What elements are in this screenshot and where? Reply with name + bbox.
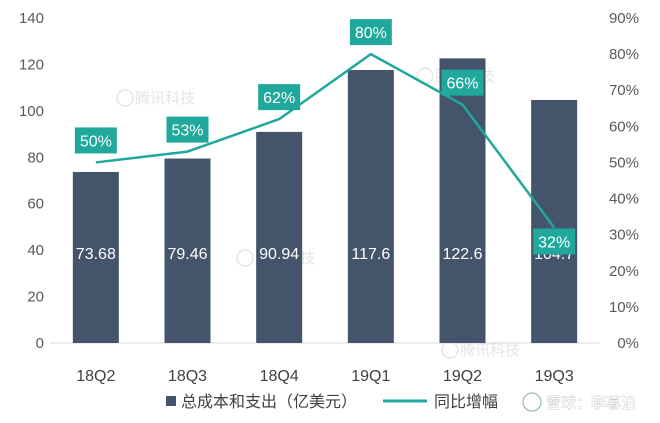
growth-line bbox=[95, 52, 556, 229]
label-box bbox=[349, 19, 392, 46]
bar bbox=[531, 99, 578, 343]
bar bbox=[347, 70, 394, 343]
right-tick-label: 40% bbox=[609, 191, 639, 208]
left-tick-label: 60 bbox=[27, 196, 44, 213]
right-tick-label: 0% bbox=[617, 335, 639, 352]
watermark-text: 腾讯科技 bbox=[135, 89, 195, 107]
category-tick-label: 19Q1 bbox=[351, 368, 390, 385]
left-tick-label: 100 bbox=[19, 103, 44, 120]
label-box bbox=[166, 116, 209, 143]
watermark-logo-icon bbox=[236, 249, 254, 267]
legend: 总成本和支出（亿美元） 同比增幅 bbox=[166, 392, 498, 411]
label-text: 62% bbox=[263, 90, 295, 107]
bar-series bbox=[72, 58, 578, 344]
signature-watermark: 雪球：李暮泊 bbox=[522, 392, 636, 412]
right-tick-label: 60% bbox=[609, 118, 639, 135]
right-tick-label: 50% bbox=[609, 154, 639, 171]
left-tick-label: 80 bbox=[27, 149, 44, 166]
snowball-logo-icon bbox=[522, 392, 542, 412]
bar-labels: 73.68 79.46 90.94 117.6 122.6 104.7 bbox=[76, 246, 574, 263]
bar-data-label: 79.46 bbox=[167, 246, 207, 263]
label-text: 53% bbox=[171, 123, 203, 140]
legend-bar-swatch bbox=[166, 396, 176, 406]
label-text: 80% bbox=[355, 25, 387, 42]
left-tick-label: 0 bbox=[36, 335, 44, 352]
line-data-label: 32% bbox=[533, 228, 576, 255]
line-labels: 50% 53% 62% 80% 66% 32% bbox=[74, 19, 576, 255]
left-tick-label: 120 bbox=[19, 56, 44, 73]
label-text: 32% bbox=[538, 234, 570, 251]
category-tick-label: 18Q2 bbox=[76, 368, 115, 385]
bar-data-label: 73.68 bbox=[76, 246, 116, 263]
line-data-label: 50% bbox=[74, 127, 117, 154]
right-tick-label: 10% bbox=[609, 299, 639, 316]
legend-bar-label: 总成本和支出（亿美元） bbox=[181, 392, 357, 411]
left-tick-label: 140 bbox=[19, 10, 44, 27]
label-text: 50% bbox=[80, 133, 112, 150]
bar-data-label: 117.6 bbox=[351, 246, 390, 263]
line-data-label: 53% bbox=[166, 116, 209, 143]
label-box bbox=[533, 228, 576, 255]
bar bbox=[72, 171, 119, 343]
line-data-label: 66% bbox=[441, 69, 484, 96]
label-text: 66% bbox=[446, 76, 478, 93]
watermark-logo-icon bbox=[116, 89, 134, 107]
line-data-label: 62% bbox=[258, 84, 301, 111]
line-series bbox=[95, 52, 556, 229]
right-tick-label: 70% bbox=[609, 82, 639, 99]
bar-data-label: 90.94 bbox=[259, 246, 299, 263]
right-tick-label: 20% bbox=[609, 263, 639, 280]
x-axis: 18Q2 18Q3 18Q4 19Q1 19Q2 19Q3 bbox=[76, 368, 574, 385]
watermark-text: 腾讯科技 bbox=[460, 341, 520, 359]
right-tick-label: 30% bbox=[609, 227, 639, 244]
bar bbox=[439, 58, 486, 344]
category-tick-label: 19Q2 bbox=[443, 368, 482, 385]
left-axis: 0 20 40 60 80 100 120 140 bbox=[19, 10, 44, 352]
label-box bbox=[74, 127, 117, 154]
left-tick-label: 20 bbox=[27, 289, 44, 306]
category-tick-label: 19Q3 bbox=[535, 368, 574, 385]
bar bbox=[164, 158, 211, 343]
category-tick-label: 18Q4 bbox=[260, 368, 299, 385]
line-data-label: 80% bbox=[349, 19, 392, 46]
right-axis: 0% 10% 20% 30% 40% 50% 60% 70% 80% 90% bbox=[609, 10, 639, 352]
legend-line-label: 同比增幅 bbox=[434, 392, 498, 411]
category-tick-label: 18Q3 bbox=[168, 368, 207, 385]
right-tick-label: 90% bbox=[609, 10, 639, 27]
bar bbox=[256, 131, 303, 343]
right-tick-label: 80% bbox=[609, 46, 639, 63]
label-box bbox=[441, 69, 484, 96]
label-box bbox=[258, 84, 301, 111]
watermark: 腾讯科技 bbox=[116, 89, 195, 107]
signature-text: 雪球：李暮泊 bbox=[546, 394, 636, 412]
left-tick-label: 40 bbox=[27, 242, 44, 259]
bar-data-label: 122.6 bbox=[442, 246, 482, 263]
